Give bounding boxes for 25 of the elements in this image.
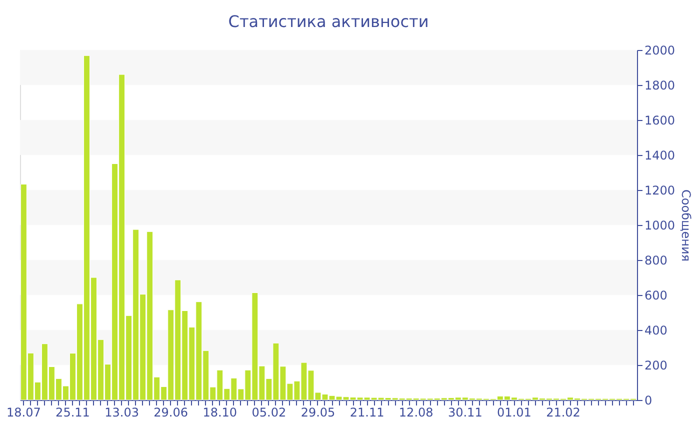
x-tick-label: 29.06 — [154, 406, 188, 420]
x-tick-label: 21.11 — [350, 406, 384, 420]
x-tick-label: 18.07 — [6, 406, 41, 420]
y-tick-label: 1000 — [644, 218, 676, 232]
x-tick-label: 30.11 — [448, 406, 482, 420]
y-tick-label: 1200 — [644, 184, 676, 198]
y-tick-label: 1600 — [644, 114, 676, 128]
y-tick-label: 1400 — [644, 148, 676, 162]
y-tick-label: 800 — [644, 254, 668, 268]
x-tick-label: 13.03 — [104, 406, 139, 420]
chart-title: Статистика активности — [228, 12, 429, 31]
y-axis-title: Сообщения — [679, 189, 694, 262]
x-tick-label: 18.10 — [202, 406, 238, 420]
y-tick-label: 400 — [644, 324, 668, 338]
y-tick-label: 1800 — [644, 78, 676, 92]
x-tick-label: 12.08 — [398, 406, 434, 420]
y-tick-label: 2000 — [644, 44, 676, 58]
y-tick-label: 0 — [644, 394, 652, 408]
x-tick-label: 21.02 — [546, 406, 580, 420]
y-tick-label: 600 — [644, 288, 668, 302]
x-tick-label: 29.05 — [300, 406, 336, 420]
x-tick-label: 01.01 — [497, 406, 532, 420]
x-tick-label: 05.02 — [252, 406, 286, 420]
x-tick-label: 25.11 — [56, 406, 90, 420]
y-tick-label: 200 — [644, 358, 668, 372]
